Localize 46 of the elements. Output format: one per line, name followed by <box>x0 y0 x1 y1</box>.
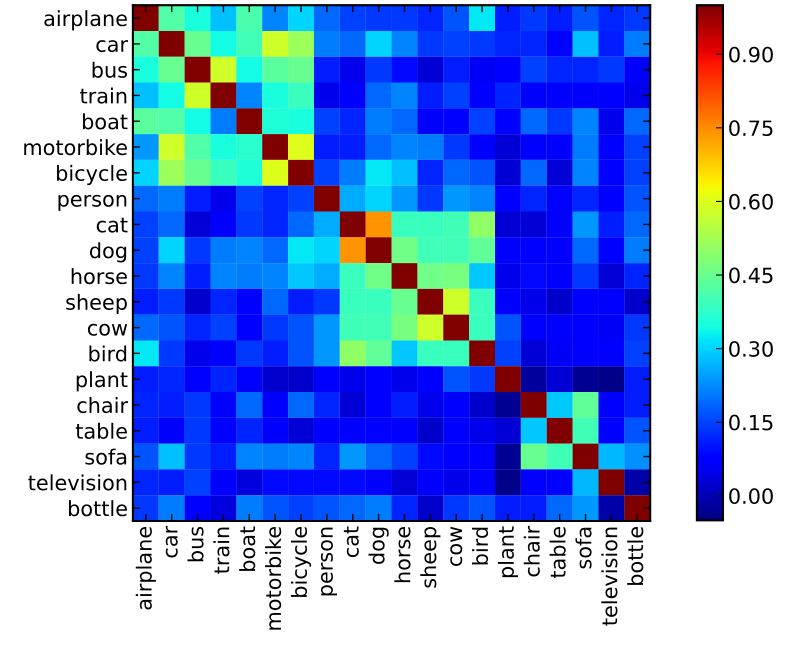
y-tick-label: plant <box>76 371 128 392</box>
x-tick-label: chair <box>524 526 540 576</box>
color-bar-label: 0.75 <box>729 120 772 136</box>
x-tick-label: sofa <box>575 528 592 568</box>
color-bar-label: 0.90 <box>729 46 773 62</box>
y-tick-label: table <box>76 422 127 439</box>
y-tick-label: horse <box>72 268 127 284</box>
x-tick-label: person <box>320 528 337 596</box>
x-tick-label: dog <box>368 528 389 564</box>
y-tick-label: person <box>58 194 126 211</box>
y-tick-label: bird <box>89 345 126 362</box>
color-bar-label: 0.00 <box>729 488 773 504</box>
y-tick-label: chair <box>77 397 128 414</box>
x-tick-label: table <box>550 526 566 578</box>
color-bar-label: 0.15 <box>729 414 772 430</box>
x-tick-label: bus <box>187 526 204 562</box>
y-tick-label: motorbike <box>24 139 127 156</box>
x-tick-label: sheep <box>420 526 440 588</box>
x-tick-label: car <box>166 526 178 558</box>
color-bar-label: 0.60 <box>729 194 773 210</box>
x-tick-label: motorbike <box>265 526 282 630</box>
y-tick-label: car <box>96 40 128 52</box>
y-tick-label: airplane <box>44 10 127 30</box>
y-tick-label: cow <box>88 324 128 336</box>
x-tick-label: horse <box>394 526 411 582</box>
color-bar-label: 0.30 <box>729 341 773 357</box>
x-tick-label: cow <box>450 526 462 566</box>
y-tick-label: cat <box>96 218 128 233</box>
x-tick-label: bottle <box>627 526 644 585</box>
x-tick-label: bicycle <box>290 526 312 597</box>
y-tick-label: dog <box>90 242 126 262</box>
color-bar-label: 0.45 <box>729 267 772 284</box>
y-tick-label: sheep <box>66 294 127 314</box>
y-tick-label: boat <box>83 113 128 130</box>
x-tick-label: plant <box>498 526 518 578</box>
x-tick-label: television <box>601 528 618 626</box>
y-tick-label: train <box>80 88 126 104</box>
x-tick-label: bird <box>472 528 488 564</box>
x-tick-label: cat <box>344 526 359 558</box>
y-tick-label: television <box>28 474 126 491</box>
x-tick-label: train <box>213 528 230 574</box>
y-tick-label: sofa <box>85 448 126 465</box>
y-tick-label: bus <box>92 62 128 78</box>
y-tick-label: bicycle <box>57 164 127 186</box>
y-tick-label: bottle <box>69 500 127 516</box>
x-tick-label: boat <box>239 526 256 571</box>
